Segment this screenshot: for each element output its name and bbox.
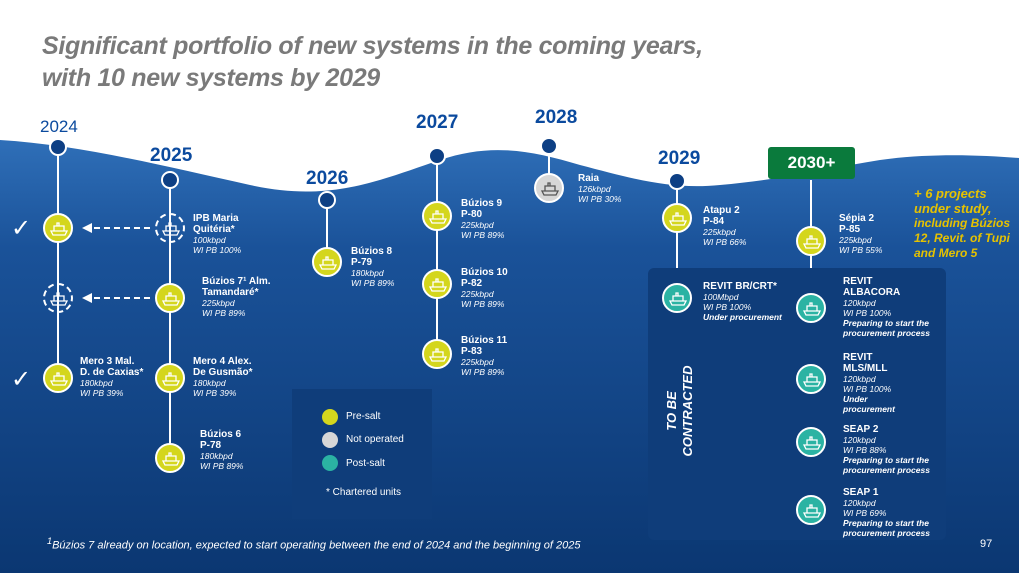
legend-pre-salt-swatch	[322, 409, 338, 425]
unit-label-revit-mls: REVIT MLS/MLL 120kbpd WI PB 100% Under proc…	[843, 352, 895, 414]
unit-label-buzios-8: Búzios 8 P-79 180kbpd WI PB 89%	[351, 246, 395, 288]
ship-icon	[534, 173, 564, 203]
ship-icon	[43, 363, 73, 393]
to-be-contracted-label: TO BE CONTRACTED	[664, 365, 695, 457]
check-icon: ✓	[11, 215, 32, 242]
page-title: Significant portfolio of new systems in …	[42, 30, 703, 94]
year-2025-label: 2025	[150, 145, 193, 166]
title-line-1: Significant portfolio of new systems in …	[42, 32, 703, 60]
ship-icon	[43, 213, 73, 243]
legend-post-salt-swatch	[322, 455, 338, 471]
footnote-text: Búzios 7 already on location, expected t…	[52, 539, 581, 552]
ship-icon	[796, 293, 826, 323]
legend-post-salt-label: Post-salt	[346, 458, 385, 469]
ship-icon	[422, 201, 452, 231]
legend-not-operated-swatch	[322, 432, 338, 448]
legend: Pre-salt Not operated Post-salt * Charte…	[292, 389, 432, 519]
ship-icon	[796, 364, 826, 394]
unit-label-sepia-2: Sépia 2 P-85 225kbpd WI PB 55%	[839, 213, 883, 255]
unit-label-seap-1: SEAP 1 120kbpd WI PB 69% Preparing to sta…	[843, 487, 930, 538]
projects-under-study: + 6 projects under study, including Búzi…	[914, 186, 1010, 260]
legend-chartered-note: * Chartered units	[326, 487, 402, 498]
legend-not-operated-label: Not operated	[346, 434, 404, 445]
unit-label-mero-3: Mero 3 Mal. D. de Caxias* 180kbpd WI PB 39…	[80, 356, 144, 398]
unit-label-mero-4: Mero 4 Alex. De Gusmão* 180kbpd WI PB 39%	[193, 356, 253, 398]
footnote: 1Búzios 7 already on location, expected …	[47, 534, 617, 553]
footnote-marker: 1	[47, 536, 53, 546]
ship-icon	[155, 213, 185, 243]
ship-icon	[312, 247, 342, 277]
unit-label-seap-2: SEAP 2 120kbpd WI PB 88% Preparing to sta…	[843, 424, 930, 475]
ship-icon	[155, 283, 185, 313]
ship-icon	[796, 427, 826, 457]
ship-icon	[796, 495, 826, 525]
ship-icon	[422, 339, 452, 369]
ship-icon	[796, 226, 826, 256]
unit-label-raia: Raia 126kbpd WI PB 30%	[578, 173, 622, 204]
year-2027-label: 2027	[416, 112, 459, 133]
year-2029-label: 2029	[658, 148, 701, 169]
unit-label-buzios-9: Búzios 9 P-80 225kbpd WI PB 89%	[461, 198, 505, 240]
unit-label-buzios-7: Búzios 7¹ Alm. Tamandaré* 225kbpd WI PB 89…	[202, 276, 271, 318]
ship-icon	[155, 443, 185, 473]
year-2026-label: 2026	[306, 168, 349, 189]
ship-icon	[155, 363, 185, 393]
unit-label-atapu-2: Atapu 2 P-84 225kbpd WI PB 66%	[703, 205, 747, 247]
unit-label-revit-albacora: REVIT ALBACORA 120kbpd WI PB 100% Preparin…	[843, 276, 930, 338]
unit-label-buzios-10: Búzios 10 P-82 225kbpd WI PB 89%	[461, 267, 508, 309]
page-number: 97	[980, 538, 993, 550]
legend-pre-salt-label: Pre-salt	[346, 411, 381, 422]
unit-label-ipb: IPB Maria Quitéria* 100kbpd WI PB 100%	[193, 213, 242, 255]
year-2024-label: 2024	[40, 117, 78, 136]
year-2030-badge: 2030+	[768, 147, 855, 179]
ship-icon	[662, 283, 692, 313]
title-line-2: with 10 new systems by 2029	[42, 64, 380, 92]
unit-label-revit-br: REVIT BR/CRT* 100Mbpd WI PB 100% Under pr…	[703, 281, 782, 322]
ship-icon	[422, 269, 452, 299]
ship-icon	[662, 203, 692, 233]
ship-icon	[43, 283, 73, 313]
year-2028-label: 2028	[535, 107, 578, 128]
unit-label-buzios-6: Búzios 6 P-78 180kbpd WI PB 89%	[200, 429, 244, 471]
unit-label-buzios-11: Búzios 11 P-83 225kbpd WI PB 89%	[461, 335, 508, 377]
check-icon: ✓	[11, 366, 32, 393]
